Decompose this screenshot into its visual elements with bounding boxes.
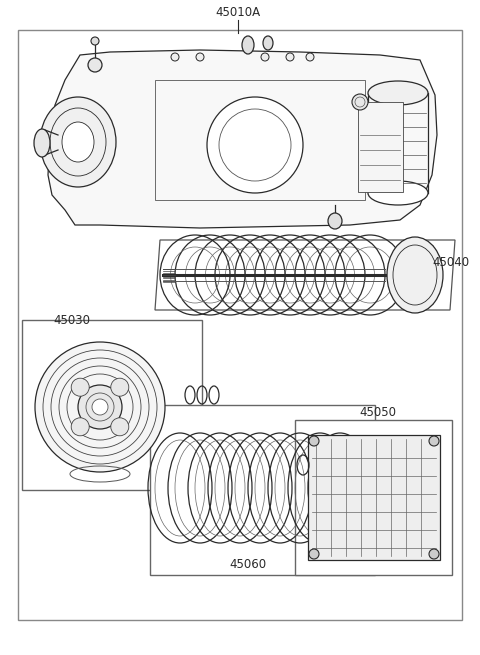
Polygon shape bbox=[48, 50, 437, 228]
Circle shape bbox=[429, 549, 439, 559]
Circle shape bbox=[78, 385, 122, 429]
Circle shape bbox=[352, 94, 368, 110]
Bar bbox=[22, 320, 202, 490]
Ellipse shape bbox=[368, 81, 428, 105]
Circle shape bbox=[111, 418, 129, 436]
Text: 45030: 45030 bbox=[53, 314, 91, 326]
Ellipse shape bbox=[368, 181, 428, 205]
Circle shape bbox=[171, 53, 179, 61]
Text: 45050: 45050 bbox=[360, 406, 396, 419]
Ellipse shape bbox=[328, 213, 342, 229]
Ellipse shape bbox=[387, 237, 443, 313]
Ellipse shape bbox=[242, 36, 254, 54]
Circle shape bbox=[71, 378, 89, 396]
Ellipse shape bbox=[263, 36, 273, 50]
Circle shape bbox=[88, 58, 102, 72]
Bar bbox=[155, 80, 365, 200]
Circle shape bbox=[196, 53, 204, 61]
Circle shape bbox=[309, 549, 319, 559]
Ellipse shape bbox=[40, 97, 116, 187]
Text: 45060: 45060 bbox=[229, 558, 266, 571]
Text: 45040: 45040 bbox=[432, 257, 469, 269]
Circle shape bbox=[71, 418, 89, 436]
Circle shape bbox=[309, 436, 319, 446]
Text: 45010A: 45010A bbox=[216, 7, 261, 20]
Circle shape bbox=[92, 399, 108, 415]
Ellipse shape bbox=[62, 122, 94, 162]
Bar bbox=[358, 102, 403, 192]
Bar bbox=[308, 435, 440, 560]
Circle shape bbox=[306, 53, 314, 61]
Circle shape bbox=[207, 97, 303, 193]
Circle shape bbox=[91, 37, 99, 45]
Circle shape bbox=[286, 53, 294, 61]
Bar bbox=[150, 405, 375, 575]
Ellipse shape bbox=[34, 129, 50, 157]
Circle shape bbox=[111, 378, 129, 396]
Circle shape bbox=[35, 342, 165, 472]
Bar bbox=[295, 420, 452, 575]
Circle shape bbox=[429, 436, 439, 446]
Polygon shape bbox=[155, 240, 455, 310]
Circle shape bbox=[261, 53, 269, 61]
